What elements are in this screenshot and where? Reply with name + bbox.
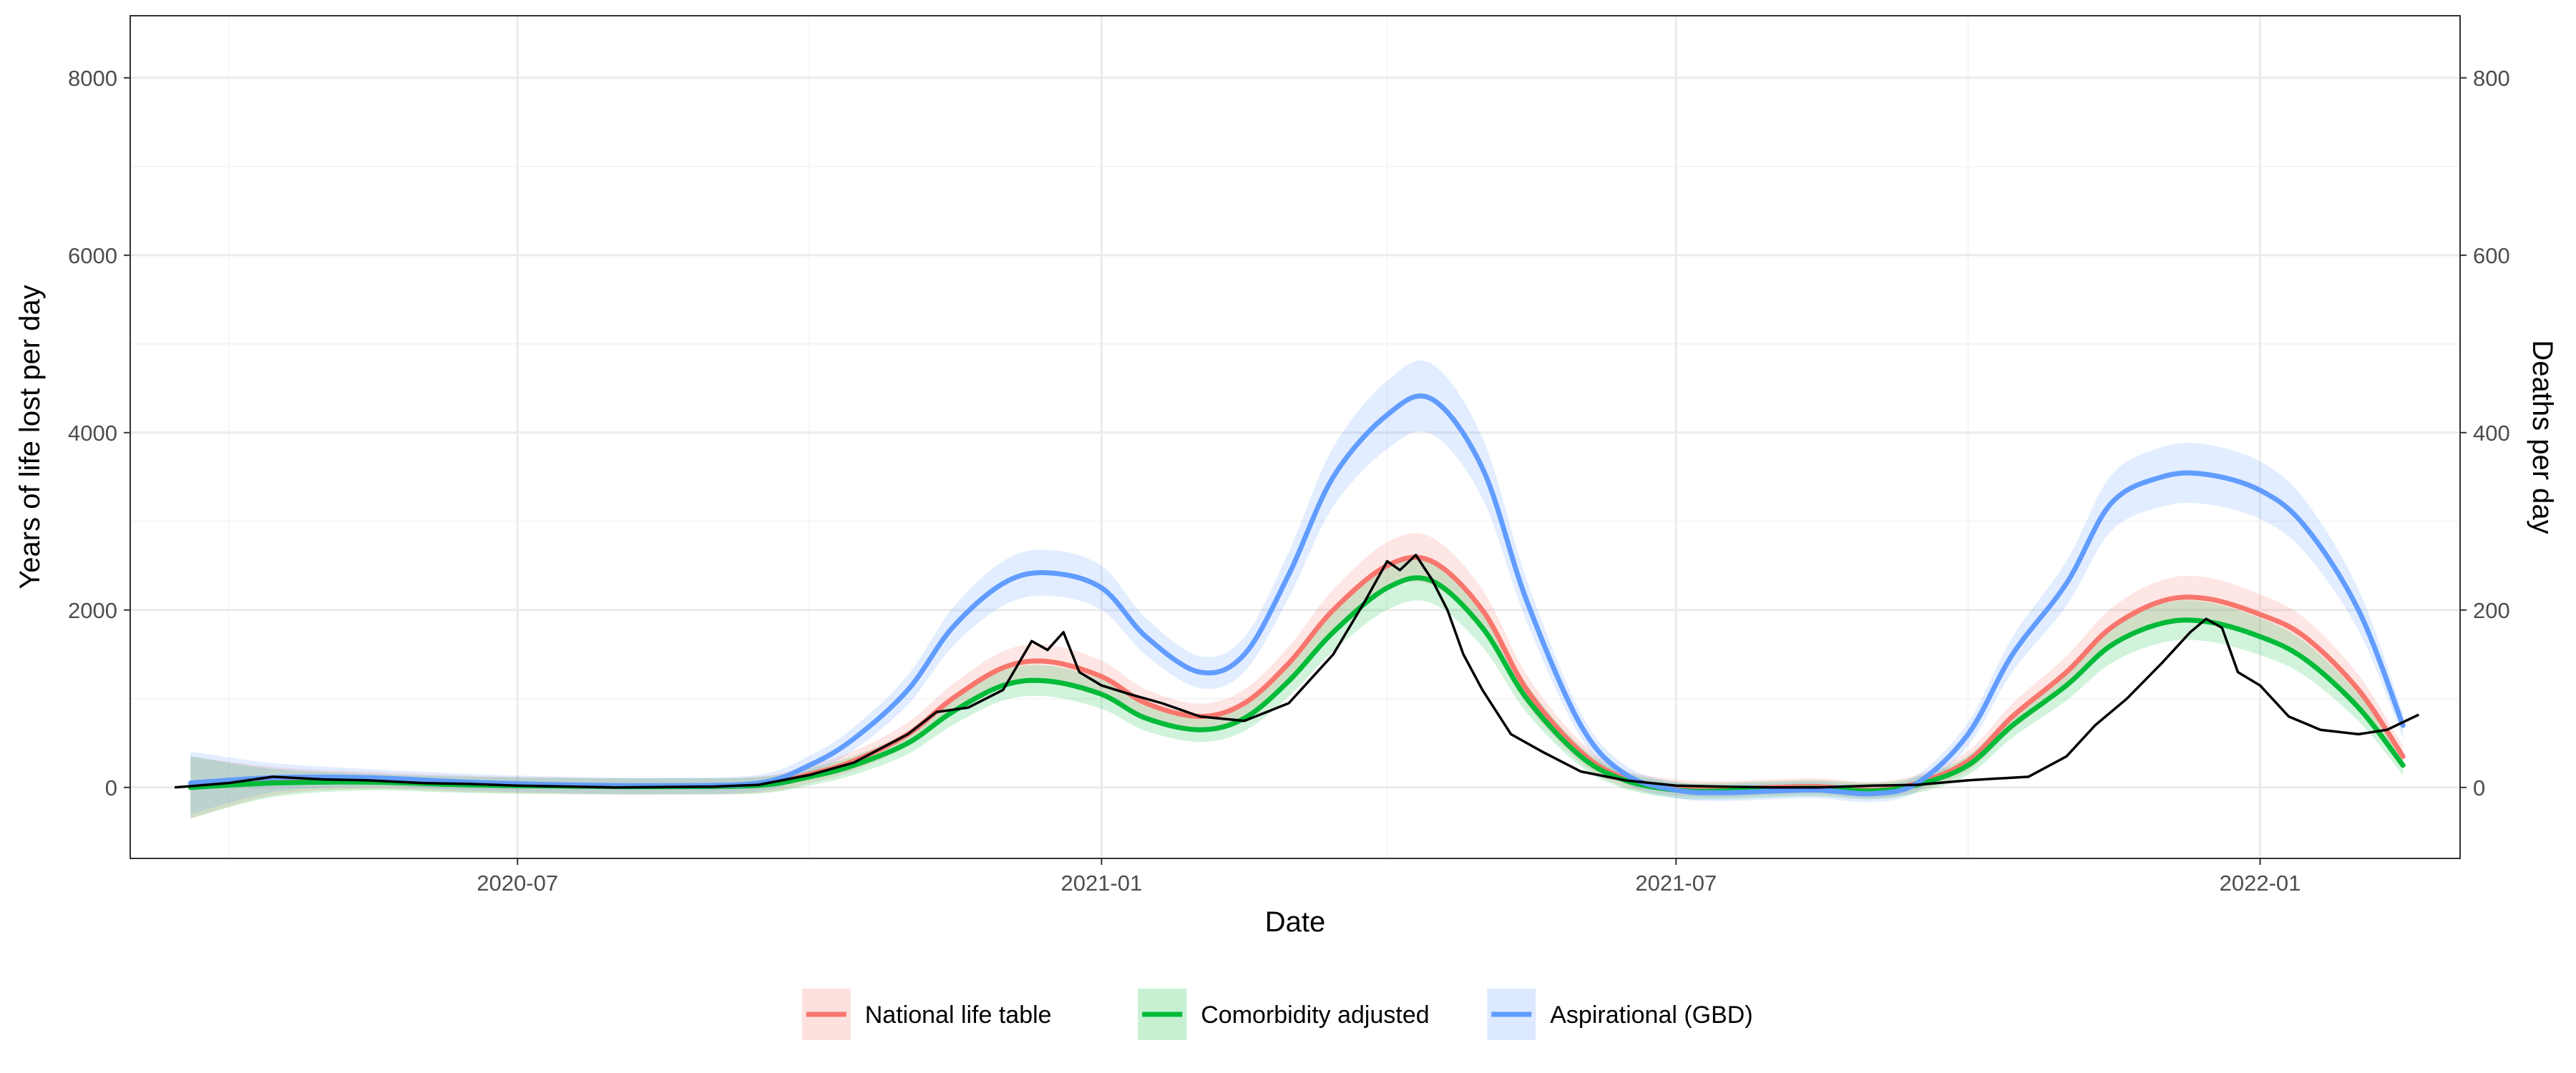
x-tick-label: 2022-01 <box>2220 871 2301 896</box>
grid-minor-x <box>228 16 1969 858</box>
y2-tick-label: 600 <box>2473 243 2510 268</box>
plot-border <box>130 15 2461 859</box>
y2-tick-label: 800 <box>2473 66 2510 91</box>
x-tick-label: 2020-07 <box>477 871 558 896</box>
confidence-band-comorbidity-adjusted <box>190 554 2404 819</box>
x-tick-label: 2021-01 <box>1061 871 1143 896</box>
series-line-deaths-per-day <box>174 554 2420 789</box>
y2-tick-label: 200 <box>2473 598 2510 623</box>
y-tick-label: 8000 <box>68 66 117 91</box>
legend: National life table Comorbidity adjusted A… <box>801 989 1753 1040</box>
y-axis-left: 0 2000 4000 6000 8000 <box>68 66 130 800</box>
y2-axis-title: Deaths per day <box>2527 340 2558 534</box>
y-tick-label: 2000 <box>68 598 117 623</box>
y-tick-label: 0 <box>105 775 117 800</box>
x-axis-title: Date <box>1265 906 1326 938</box>
legend-item-comorbidity-adjusted: Comorbidity adjusted <box>1138 989 1430 1040</box>
legend-label: National life table <box>865 1001 1052 1029</box>
plot-panel <box>130 16 2460 858</box>
x-tick-label: 2021-07 <box>1635 871 1717 896</box>
grid-major-x <box>516 16 2262 858</box>
legend-item-national-life-table: National life table <box>801 989 1052 1040</box>
series-line-aspirational-gbd <box>187 393 2406 797</box>
legend-item-aspirational-gbd: Aspirational (GBD) <box>1487 989 1753 1040</box>
series-lines <box>174 393 2420 797</box>
x-axis: 2020-07 2021-01 2021-07 2022-01 <box>477 858 2301 896</box>
y2-tick-label: 0 <box>2473 775 2485 800</box>
confidence-bands <box>190 360 2404 819</box>
legend-label: Comorbidity adjusted <box>1201 1001 1429 1029</box>
y-tick-label: 4000 <box>68 421 117 446</box>
y2-tick-label: 400 <box>2473 421 2510 446</box>
legend-label: Aspirational (GBD) <box>1550 1001 1752 1029</box>
y-axis-right: 0 200 400 600 800 <box>2460 66 2510 800</box>
y-axis-title: Years of life lost per day <box>14 285 46 589</box>
y-tick-label: 6000 <box>68 243 117 268</box>
